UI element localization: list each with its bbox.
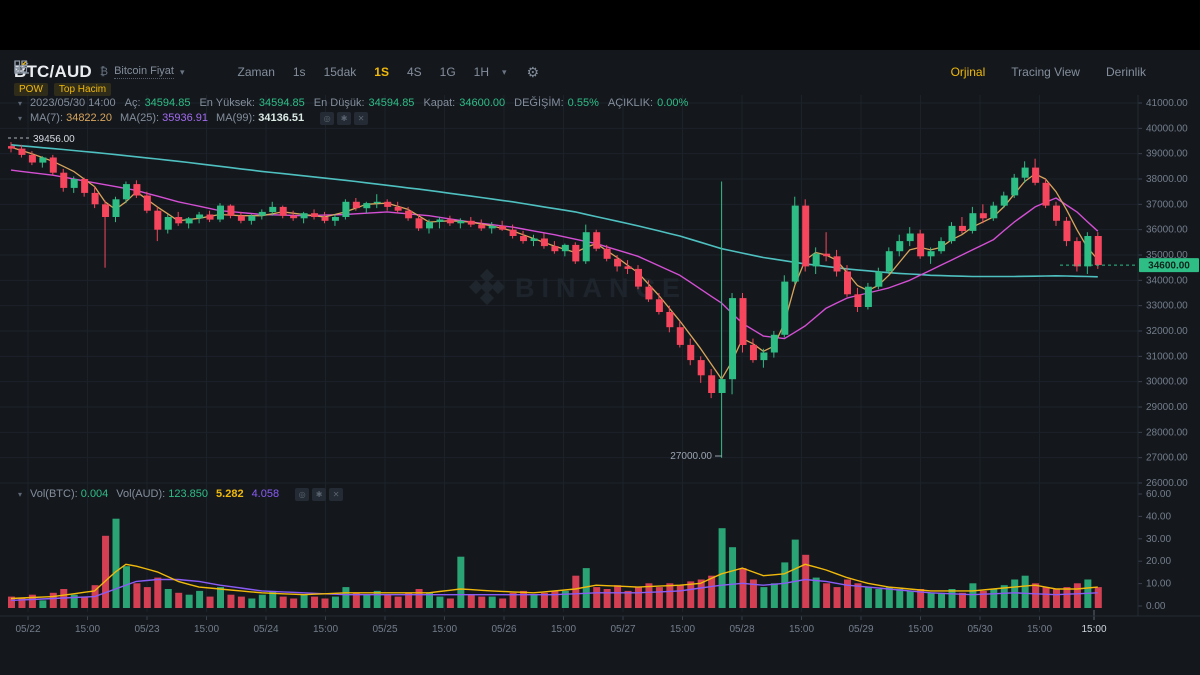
vol-field: Vol(AUD): 123.850 [116,488,209,500]
svg-text:26000.00: 26000.00 [1146,478,1188,489]
close-icon[interactable]: ✕ [354,111,369,125]
svg-text:15:00: 15:00 [551,624,576,635]
interval-button-1H[interactable]: 1H [473,65,489,79]
svg-text:05/29: 05/29 [848,624,873,635]
svg-text:35000.00: 35000.00 [1146,250,1188,261]
gear-icon[interactable]: ✱ [312,487,327,501]
ohlc-datetime: 2023/05/30 14:00 [30,97,116,109]
bitcoin-icon: ₿ [99,66,109,78]
settings-gear-icon[interactable]: ⚙ [526,63,540,80]
collapse-chevron-icon[interactable]: ▾ [18,113,23,123]
svg-text:30000.00: 30000.00 [1146,377,1188,388]
svg-text:38000.00: 38000.00 [1146,174,1188,185]
pow-badge: POW [14,82,48,96]
chevron-down-icon[interactable]: ▾ [179,66,185,77]
svg-text:05/27: 05/27 [610,624,635,635]
svg-text:15:00: 15:00 [1027,624,1052,635]
svg-text:15:00: 15:00 [789,624,814,635]
ma-legend: MA(7): 34822.20 MA(25): 35936.91 MA(99): 3… [30,112,312,124]
svg-text:15:00: 15:00 [194,624,219,635]
svg-text:15:00: 15:00 [1081,624,1106,635]
ma-field: MA(99): 34136.51 [216,112,305,124]
svg-text:60.00: 60.00 [1146,489,1171,500]
ma-legend-buttons: ◎ ✱ ✕ [320,111,369,125]
symbol-subtitle-link[interactable]: Bitcoin Fiyat [114,65,174,79]
svg-text:36000.00: 36000.00 [1146,225,1188,236]
volume-legend-buttons: ◎ ✱ ✕ [295,487,344,501]
svg-text:34000.00: 34000.00 [1146,275,1188,286]
svg-text:10.00: 10.00 [1146,579,1171,590]
svg-text:34600.00: 34600.00 [1148,261,1190,272]
svg-text:37000.00: 37000.00 [1146,199,1188,210]
interval-button-1G[interactable]: 1G [439,65,456,79]
ohlc-field: AÇIKLIK: 0.00% [607,97,689,109]
interval-more-chevron-icon[interactable]: ▾ [502,66,507,77]
interval-button-1s[interactable]: 1s [292,65,306,79]
svg-text:05/24: 05/24 [253,624,278,635]
ohlc-field: Kapat: 34600.00 [423,97,506,109]
eye-icon[interactable]: ◎ [295,487,310,501]
ohlc-field: En Yüksek: 34594.85 [199,97,305,109]
svg-text:31000.00: 31000.00 [1146,351,1188,362]
svg-text:32000.00: 32000.00 [1146,326,1188,337]
vol-field: 4.058 [251,488,280,500]
ohlc-field: DEĞİŞİM: 0.55% [514,97,599,109]
price-chart[interactable]: 05/22 15:00 05/23 15:00 05/24 15:00 05/25 15:00… [0,50,1200,675]
interval-button-4S[interactable]: 4S [406,65,422,79]
svg-text:27000.00: 27000.00 [1146,453,1188,464]
interval-label: Zaman [237,65,275,79]
svg-text:15:00: 15:00 [313,624,338,635]
interval-button-15dak[interactable]: 15dak [323,65,357,79]
svg-text:33000.00: 33000.00 [1146,301,1188,312]
ma-legend-row: ▾ MA(7): 34822.20 MA(25): 35936.91 MA(99):… [18,111,369,125]
svg-text:27000.00: 27000.00 [670,451,712,462]
svg-text:40000.00: 40000.00 [1146,123,1188,134]
svg-text:05/26: 05/26 [491,624,516,635]
svg-text:05/22: 05/22 [15,624,40,635]
view-tab[interactable]: Tracing View [1011,65,1080,79]
interval-toolbar: Zaman 1s 15dak 1S 4S 1G 1H [229,63,498,81]
view-tab[interactable]: Derinlik [1105,65,1146,79]
ohlc-fields: Aç: 34594.85 En Yüksek: 34594.85 En Düşük: 34… [125,97,698,109]
svg-text:0.00: 0.00 [1146,601,1166,612]
ohlc-field: En Düşük: 34594.85 [313,97,415,109]
close-icon[interactable]: ✕ [329,487,344,501]
vol-field: Vol(BTC): 0.004 [30,488,109,500]
svg-text:30.00: 30.00 [1146,534,1171,545]
view-tab[interactable]: Orjinal [950,65,986,79]
svg-text:40.00: 40.00 [1146,511,1171,522]
volume-legend-row: ▾ Vol(BTC): 0.004 Vol(AUD): 123.850 5.282 4… [18,487,344,501]
svg-text:39000.00: 39000.00 [1146,149,1188,160]
eye-icon[interactable]: ◎ [320,111,335,125]
interval-button-1S[interactable]: 1S [374,65,389,79]
svg-text:15:00: 15:00 [75,624,100,635]
chart-app: 05/22 15:00 05/23 15:00 05/24 15:00 05/25 15:00… [0,50,1200,675]
svg-text:05/28: 05/28 [729,624,754,635]
collapse-chevron-icon[interactable]: ▾ [18,489,23,499]
symbol-title: BTC/AUD [14,62,92,81]
ma-field: MA(7): 34822.20 [30,112,112,124]
collapse-chevron-icon[interactable]: ▾ [18,98,23,108]
svg-text:05/23: 05/23 [134,624,159,635]
svg-text:20.00: 20.00 [1146,556,1171,567]
top-volume-badge: Top Hacim [53,82,112,96]
ohlc-field: Aç: 34594.85 [124,97,191,109]
chart-header: BTC/AUD ₿ Bitcoin Fiyat ▾ Zaman 1s 15dak 1S… [14,60,1190,84]
svg-text:15:00: 15:00 [432,624,457,635]
svg-text:41000.00: 41000.00 [1146,98,1188,109]
vol-field: 5.282 [216,488,244,500]
svg-text:15:00: 15:00 [908,624,933,635]
svg-text:39456.00: 39456.00 [33,134,75,145]
svg-text:15:00: 15:00 [670,624,695,635]
svg-text:29000.00: 29000.00 [1146,402,1188,413]
svg-text:05/25: 05/25 [372,624,397,635]
view-tabs: Orjinal Tracing View Derinlik [925,65,1146,79]
badge-row: POW Top Hacim [14,81,112,97]
ohlc-row: ▾ 2023/05/30 14:00 Aç: 34594.85 En Yüksek:… [18,96,697,110]
svg-text:28000.00: 28000.00 [1146,427,1188,438]
svg-text:05/30: 05/30 [967,624,992,635]
gear-icon[interactable]: ✱ [337,111,352,125]
ma-field: MA(25): 35936.91 [119,112,209,124]
volume-legend: Vol(BTC): 0.004 Vol(AUD): 123.850 5.282 4.0… [30,488,287,500]
